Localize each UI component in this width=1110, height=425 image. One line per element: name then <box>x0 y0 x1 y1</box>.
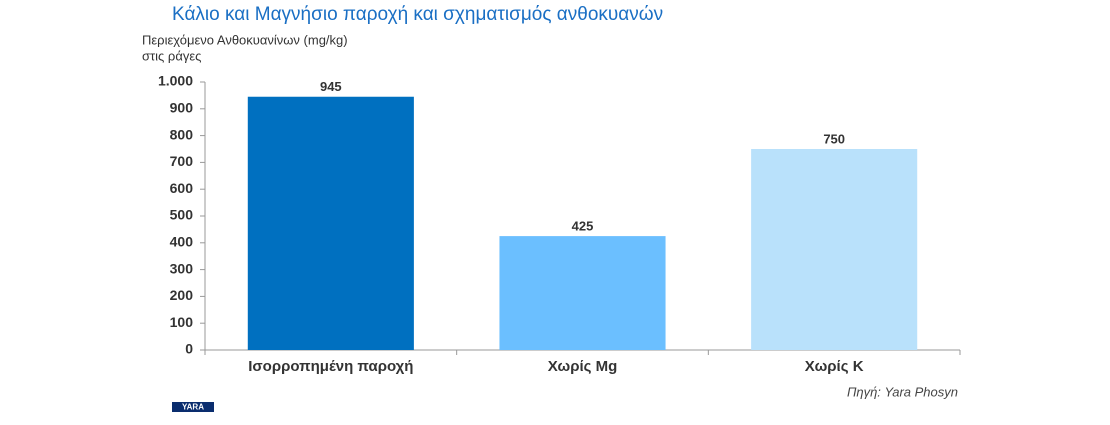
y-tick-label: 600 <box>170 180 194 196</box>
x-tick-label: Χωρίς Mg <box>548 358 618 375</box>
logo: YARA <box>182 403 204 412</box>
y-tick-label: 300 <box>170 260 194 276</box>
y-tick-label: 400 <box>170 234 194 250</box>
y-tick-label: 100 <box>170 314 194 330</box>
y-axis-label: στις ράγες <box>142 48 201 63</box>
source: Πηγή: Yara Phosyn <box>847 384 958 399</box>
bar <box>751 149 918 350</box>
y-tick-label: 200 <box>170 287 194 303</box>
bar <box>499 236 666 350</box>
data-label: 425 <box>572 219 594 234</box>
x-tick-label: Ισορροπημένη παροχή <box>248 358 413 375</box>
y-tick-label: 800 <box>170 126 194 142</box>
y-tick-label: 700 <box>170 153 194 169</box>
y-tick-label: 0 <box>185 341 193 357</box>
y-tick-label: 900 <box>170 100 194 116</box>
y-tick-label: 500 <box>170 207 194 223</box>
chart-title: Κάλιο και Μαγνήσιο παροχή και σχηματισμό… <box>172 4 663 25</box>
x-tick-label: Χωρίς K <box>805 358 864 375</box>
bar <box>247 96 414 351</box>
logo-box <box>172 402 214 412</box>
y-axis-label: Περιεχόμενο Ανθοκυανίνων (mg/kg) <box>142 32 348 47</box>
y-tick-label: 1.000 <box>158 73 193 89</box>
data-label: 750 <box>823 131 845 146</box>
data-label: 945 <box>320 79 342 94</box>
